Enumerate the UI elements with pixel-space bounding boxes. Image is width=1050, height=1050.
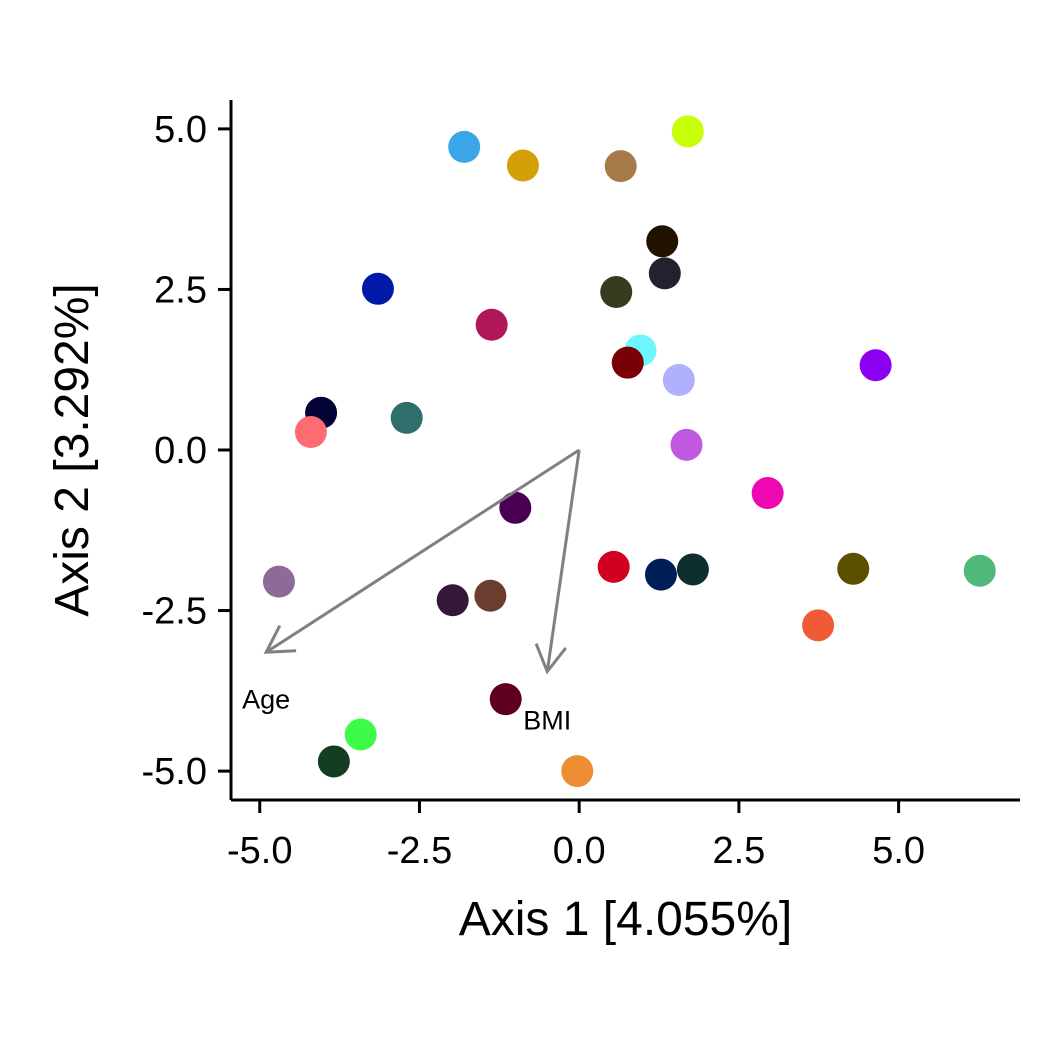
arrow-line xyxy=(265,448,580,654)
x-tick-label: -2.5 xyxy=(387,830,452,872)
x-axis-title: Axis 1 [4.055%] xyxy=(459,893,793,946)
data-point xyxy=(600,276,633,309)
data-point xyxy=(317,745,350,778)
data-point xyxy=(963,554,996,587)
data-point xyxy=(499,491,532,524)
data-point xyxy=(670,428,703,461)
y-tick-label: -2.5 xyxy=(142,591,207,633)
x-tick-label: 2.5 xyxy=(712,830,765,872)
x-tick-label: -5.0 xyxy=(227,830,292,872)
data-point xyxy=(344,718,377,751)
y-axis-title: Axis 2 [3.292%] xyxy=(46,283,99,617)
y-axis-ticks: -5.0 -2.5 0.0 2.5 5.0 xyxy=(142,109,231,793)
arrow-head xyxy=(534,643,567,675)
x-axis-ticks: -5.0 -2.5 0.0 2.5 5.0 xyxy=(227,800,925,872)
data-point xyxy=(475,308,508,341)
x-tick-label: 0.0 xyxy=(553,830,606,872)
data-point xyxy=(436,584,469,617)
arrow-head xyxy=(263,624,297,654)
data-point xyxy=(448,130,481,163)
data-point xyxy=(489,683,522,716)
data-point xyxy=(597,550,630,583)
y-tick-label: 0.0 xyxy=(154,430,207,472)
data-point xyxy=(802,609,835,642)
data-point xyxy=(561,755,594,788)
data-point xyxy=(676,553,709,586)
x-tick-label: 5.0 xyxy=(872,830,925,872)
data-point xyxy=(262,565,295,598)
data-point xyxy=(751,477,784,510)
y-tick-label: -5.0 xyxy=(142,751,207,793)
arrow-label: Age xyxy=(242,685,290,715)
data-point xyxy=(837,552,870,585)
arrow-label: BMI xyxy=(523,706,571,736)
data-point xyxy=(474,579,507,612)
y-tick-label: 5.0 xyxy=(154,109,207,151)
data-point xyxy=(611,346,644,379)
data-point xyxy=(604,150,637,183)
data-point xyxy=(644,558,677,591)
data-point xyxy=(506,149,539,182)
biplot-arrows: Age BMI xyxy=(242,448,581,736)
data-point xyxy=(648,257,681,290)
axes xyxy=(229,100,1020,802)
data-point xyxy=(671,115,704,148)
arrow-line xyxy=(545,449,581,672)
data-point xyxy=(646,225,679,258)
data-point xyxy=(361,272,394,305)
data-point xyxy=(294,416,327,449)
data-point xyxy=(662,364,695,396)
data-point xyxy=(859,349,892,382)
data-point xyxy=(390,401,423,434)
y-tick-label: 2.5 xyxy=(154,269,207,311)
data-points xyxy=(262,115,996,788)
